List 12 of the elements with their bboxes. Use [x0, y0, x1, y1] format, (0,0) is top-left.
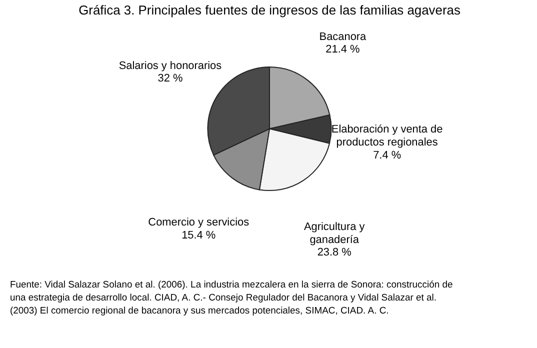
data-label: 23.8 %	[317, 246, 352, 259]
data-label: 15.4 %	[182, 230, 216, 242]
data-label: 7.4 %	[373, 149, 402, 162]
chart-title: Gráfica 3. Principales fuentes de ingresos de las familias agaveras	[78, 2, 460, 18]
slice-label: Comercio y servicios	[148, 216, 250, 229]
slice-label: Bacanora	[319, 30, 368, 43]
data-label: 32 %	[158, 72, 183, 85]
source-note: Fuente: Vidal Salazar Solano et al. (2006). La industria mezcalera en la sierra de Sonora: construcción de una estrategia de desarrollo local. CIAD, A. C.- Consejo Regulador del Bacanora y Vidal Salazar et al. (2003) El comercio regional de bacanora y sus mercados potenciales, SIMAC, CIAD. A. C.	[10, 280, 453, 317]
slice-label: Elaboración y venta de productos regionales	[331, 124, 443, 148]
slice-label: Agricultura y ganadería	[304, 220, 366, 246]
slice-label: Salarios y honorarios	[118, 60, 222, 72]
data-label: 21.4 %	[326, 44, 360, 56]
